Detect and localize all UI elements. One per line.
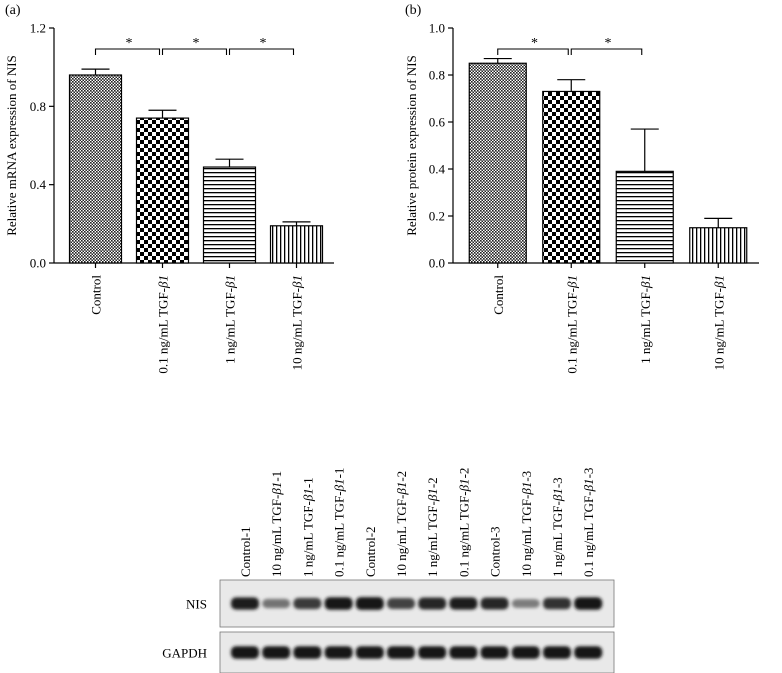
y-tick-label: 1.0 [429,21,445,36]
blot-band [574,646,603,659]
x-tick-label: 0.1 ng/mL TGF-β1 [156,275,171,374]
western-blot: Control-1 10 ng/mL TGF-β1-1 1 ng/mL TGF-β1… [162,468,615,673]
blot-band [231,597,259,610]
y-tick-label: 0.6 [429,115,446,130]
x-tick-label: 10 ng/mL TGF-β1 [290,275,305,370]
lane-label: 0.1 ng/mL TGF-β1-1 [332,468,347,577]
blot-band [387,646,415,659]
x-tick-label: 10 ng/mL TGF-β1 [711,275,726,370]
blot-band [293,646,322,659]
significance-star: * [126,36,133,51]
y-axis-label: Relative mRNA expression of NIS [4,55,19,236]
y-tick-label: 0.8 [30,99,46,114]
x-tick-label: 1 ng/mL TGF-β1 [223,275,238,364]
significance-bracket [497,48,569,55]
y-tick-label: 0.4 [30,177,47,192]
significance-star: * [531,36,538,51]
significance-star: * [605,36,612,51]
chart-b-protein: 0.0 0.2 0.4 0.6 0.8 1.0 Relative protein expre… [404,21,759,374]
bar [689,227,748,264]
significance-bracket [228,48,295,55]
lane-label: 10 ng/mL TGF-β1-1 [269,471,284,577]
bar [542,90,601,264]
blot-band [543,597,571,610]
lane-label: 0.1 ng/mL TGF-β1-2 [456,468,471,577]
bar [468,62,527,264]
blot-band [449,597,478,610]
lane-label: Control-1 [238,526,253,577]
y-tick-label: 0.0 [30,256,46,271]
blot-band [324,597,353,610]
y-axis-label: Relative protein expression of NIS [404,55,419,236]
blot-row-label: GAPDH [162,646,207,661]
lane-label: Control-3 [488,526,503,577]
lane-label: Control-2 [363,526,378,577]
bar [202,166,257,264]
blot-band [480,646,509,659]
lane-label: 1 ng/mL TGF-β1-1 [300,477,315,577]
y-tick-label: 0.2 [429,209,445,224]
significance-star: * [260,36,267,51]
lane-label: 1 ng/mL TGF-β1-2 [425,477,440,577]
blot-band [543,646,571,659]
bar [135,117,190,264]
y-tick-label: 1.2 [30,21,46,36]
significance-star: * [193,36,200,51]
y-tick-label: 0.8 [429,68,445,83]
significance-bracket [570,48,643,55]
significance-bracket [94,48,161,55]
bar [68,74,123,264]
blot-band [262,646,291,659]
blot-band [355,597,384,610]
x-tick-label: 0.1 ng/mL TGF-β1 [564,275,579,374]
blot-row-label: NIS [186,597,207,612]
blot-band [231,646,259,659]
x-tick-label: Control [89,275,104,315]
x-tick-label: Control [491,275,506,315]
bar [269,225,324,264]
blot-band [480,597,509,610]
blot-band [262,598,291,609]
blot-band [574,597,603,610]
blot-band [511,599,540,608]
blot-band [418,646,447,659]
chart-a-mrna: 0.0 0.4 0.8 1.2 Relative mRNA expression of … [4,21,334,374]
panel-label-b: (b) [405,3,422,18]
lane-label: 10 ng/mL TGF-β1-2 [394,471,409,577]
bar [615,170,674,264]
blot-band [324,646,353,659]
x-tick-label: 1 ng/mL TGF-β1 [638,275,653,364]
blot-band [418,597,447,610]
blot-band [355,646,384,659]
y-tick-label: 0.0 [429,256,445,271]
lane-label: 10 ng/mL TGF-β1-3 [519,471,534,577]
lane-label: 1 ng/mL TGF-β1-3 [550,477,565,577]
blot-band [511,646,540,659]
y-tick-label: 0.4 [429,162,446,177]
blot-band [387,598,415,609]
blot-band [449,646,478,659]
significance-bracket [161,48,228,55]
blot-band [293,597,322,610]
lane-label: 0.1 ng/mL TGF-β1-3 [581,468,596,577]
panel-label-a: (a) [5,3,21,18]
